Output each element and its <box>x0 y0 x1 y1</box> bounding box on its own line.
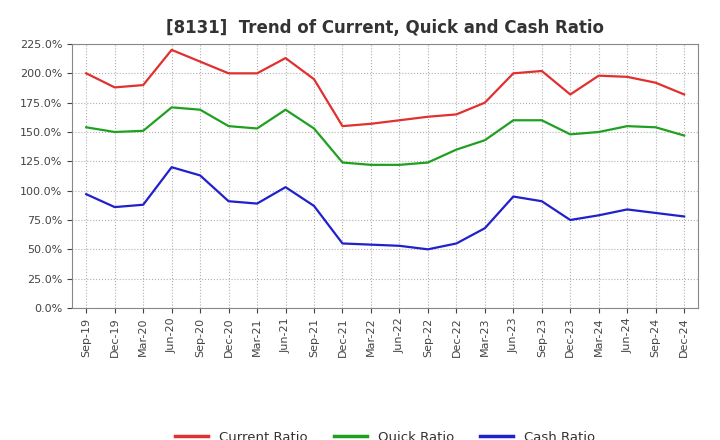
Quick Ratio <box>282 107 290 112</box>
Quick Ratio <box>509 117 518 123</box>
Quick Ratio <box>338 160 347 165</box>
Current Ratio <box>310 77 318 82</box>
Cash Ratio <box>196 173 204 178</box>
Cash Ratio <box>282 184 290 190</box>
Cash Ratio <box>82 191 91 197</box>
Current Ratio <box>423 114 432 119</box>
Cash Ratio <box>139 202 148 207</box>
Quick Ratio <box>652 125 660 130</box>
Current Ratio <box>110 85 119 90</box>
Cash Ratio <box>566 217 575 223</box>
Current Ratio <box>595 73 603 78</box>
Cash Ratio <box>110 205 119 210</box>
Cash Ratio <box>537 198 546 204</box>
Cash Ratio <box>680 214 688 219</box>
Cash Ratio <box>225 198 233 204</box>
Quick Ratio <box>595 129 603 135</box>
Current Ratio <box>680 92 688 97</box>
Legend: Current Ratio, Quick Ratio, Cash Ratio: Current Ratio, Quick Ratio, Cash Ratio <box>170 425 600 440</box>
Title: [8131]  Trend of Current, Quick and Cash Ratio: [8131] Trend of Current, Quick and Cash … <box>166 19 604 37</box>
Quick Ratio <box>423 160 432 165</box>
Quick Ratio <box>225 124 233 129</box>
Quick Ratio <box>82 125 91 130</box>
Cash Ratio <box>395 243 404 249</box>
Quick Ratio <box>566 132 575 137</box>
Cash Ratio <box>480 226 489 231</box>
Quick Ratio <box>680 133 688 138</box>
Quick Ratio <box>452 147 461 152</box>
Cash Ratio <box>338 241 347 246</box>
Current Ratio <box>566 92 575 97</box>
Line: Quick Ratio: Quick Ratio <box>86 107 684 165</box>
Cash Ratio <box>452 241 461 246</box>
Quick Ratio <box>480 138 489 143</box>
Current Ratio <box>480 100 489 105</box>
Current Ratio <box>167 47 176 52</box>
Quick Ratio <box>110 129 119 135</box>
Cash Ratio <box>167 165 176 170</box>
Current Ratio <box>139 82 148 88</box>
Current Ratio <box>509 71 518 76</box>
Cash Ratio <box>652 210 660 216</box>
Current Ratio <box>623 74 631 80</box>
Quick Ratio <box>167 105 176 110</box>
Cash Ratio <box>253 201 261 206</box>
Quick Ratio <box>196 107 204 112</box>
Current Ratio <box>196 59 204 64</box>
Current Ratio <box>452 112 461 117</box>
Current Ratio <box>282 55 290 61</box>
Current Ratio <box>652 80 660 85</box>
Current Ratio <box>395 117 404 123</box>
Current Ratio <box>338 124 347 129</box>
Line: Cash Ratio: Cash Ratio <box>86 167 684 249</box>
Current Ratio <box>253 71 261 76</box>
Quick Ratio <box>310 126 318 131</box>
Current Ratio <box>82 71 91 76</box>
Cash Ratio <box>366 242 375 247</box>
Cash Ratio <box>595 213 603 218</box>
Current Ratio <box>366 121 375 126</box>
Quick Ratio <box>139 128 148 133</box>
Cash Ratio <box>623 207 631 212</box>
Line: Current Ratio: Current Ratio <box>86 50 684 126</box>
Cash Ratio <box>310 203 318 209</box>
Cash Ratio <box>509 194 518 199</box>
Quick Ratio <box>623 124 631 129</box>
Quick Ratio <box>366 162 375 168</box>
Quick Ratio <box>395 162 404 168</box>
Quick Ratio <box>537 117 546 123</box>
Current Ratio <box>225 71 233 76</box>
Cash Ratio <box>423 247 432 252</box>
Current Ratio <box>537 68 546 73</box>
Quick Ratio <box>253 126 261 131</box>
